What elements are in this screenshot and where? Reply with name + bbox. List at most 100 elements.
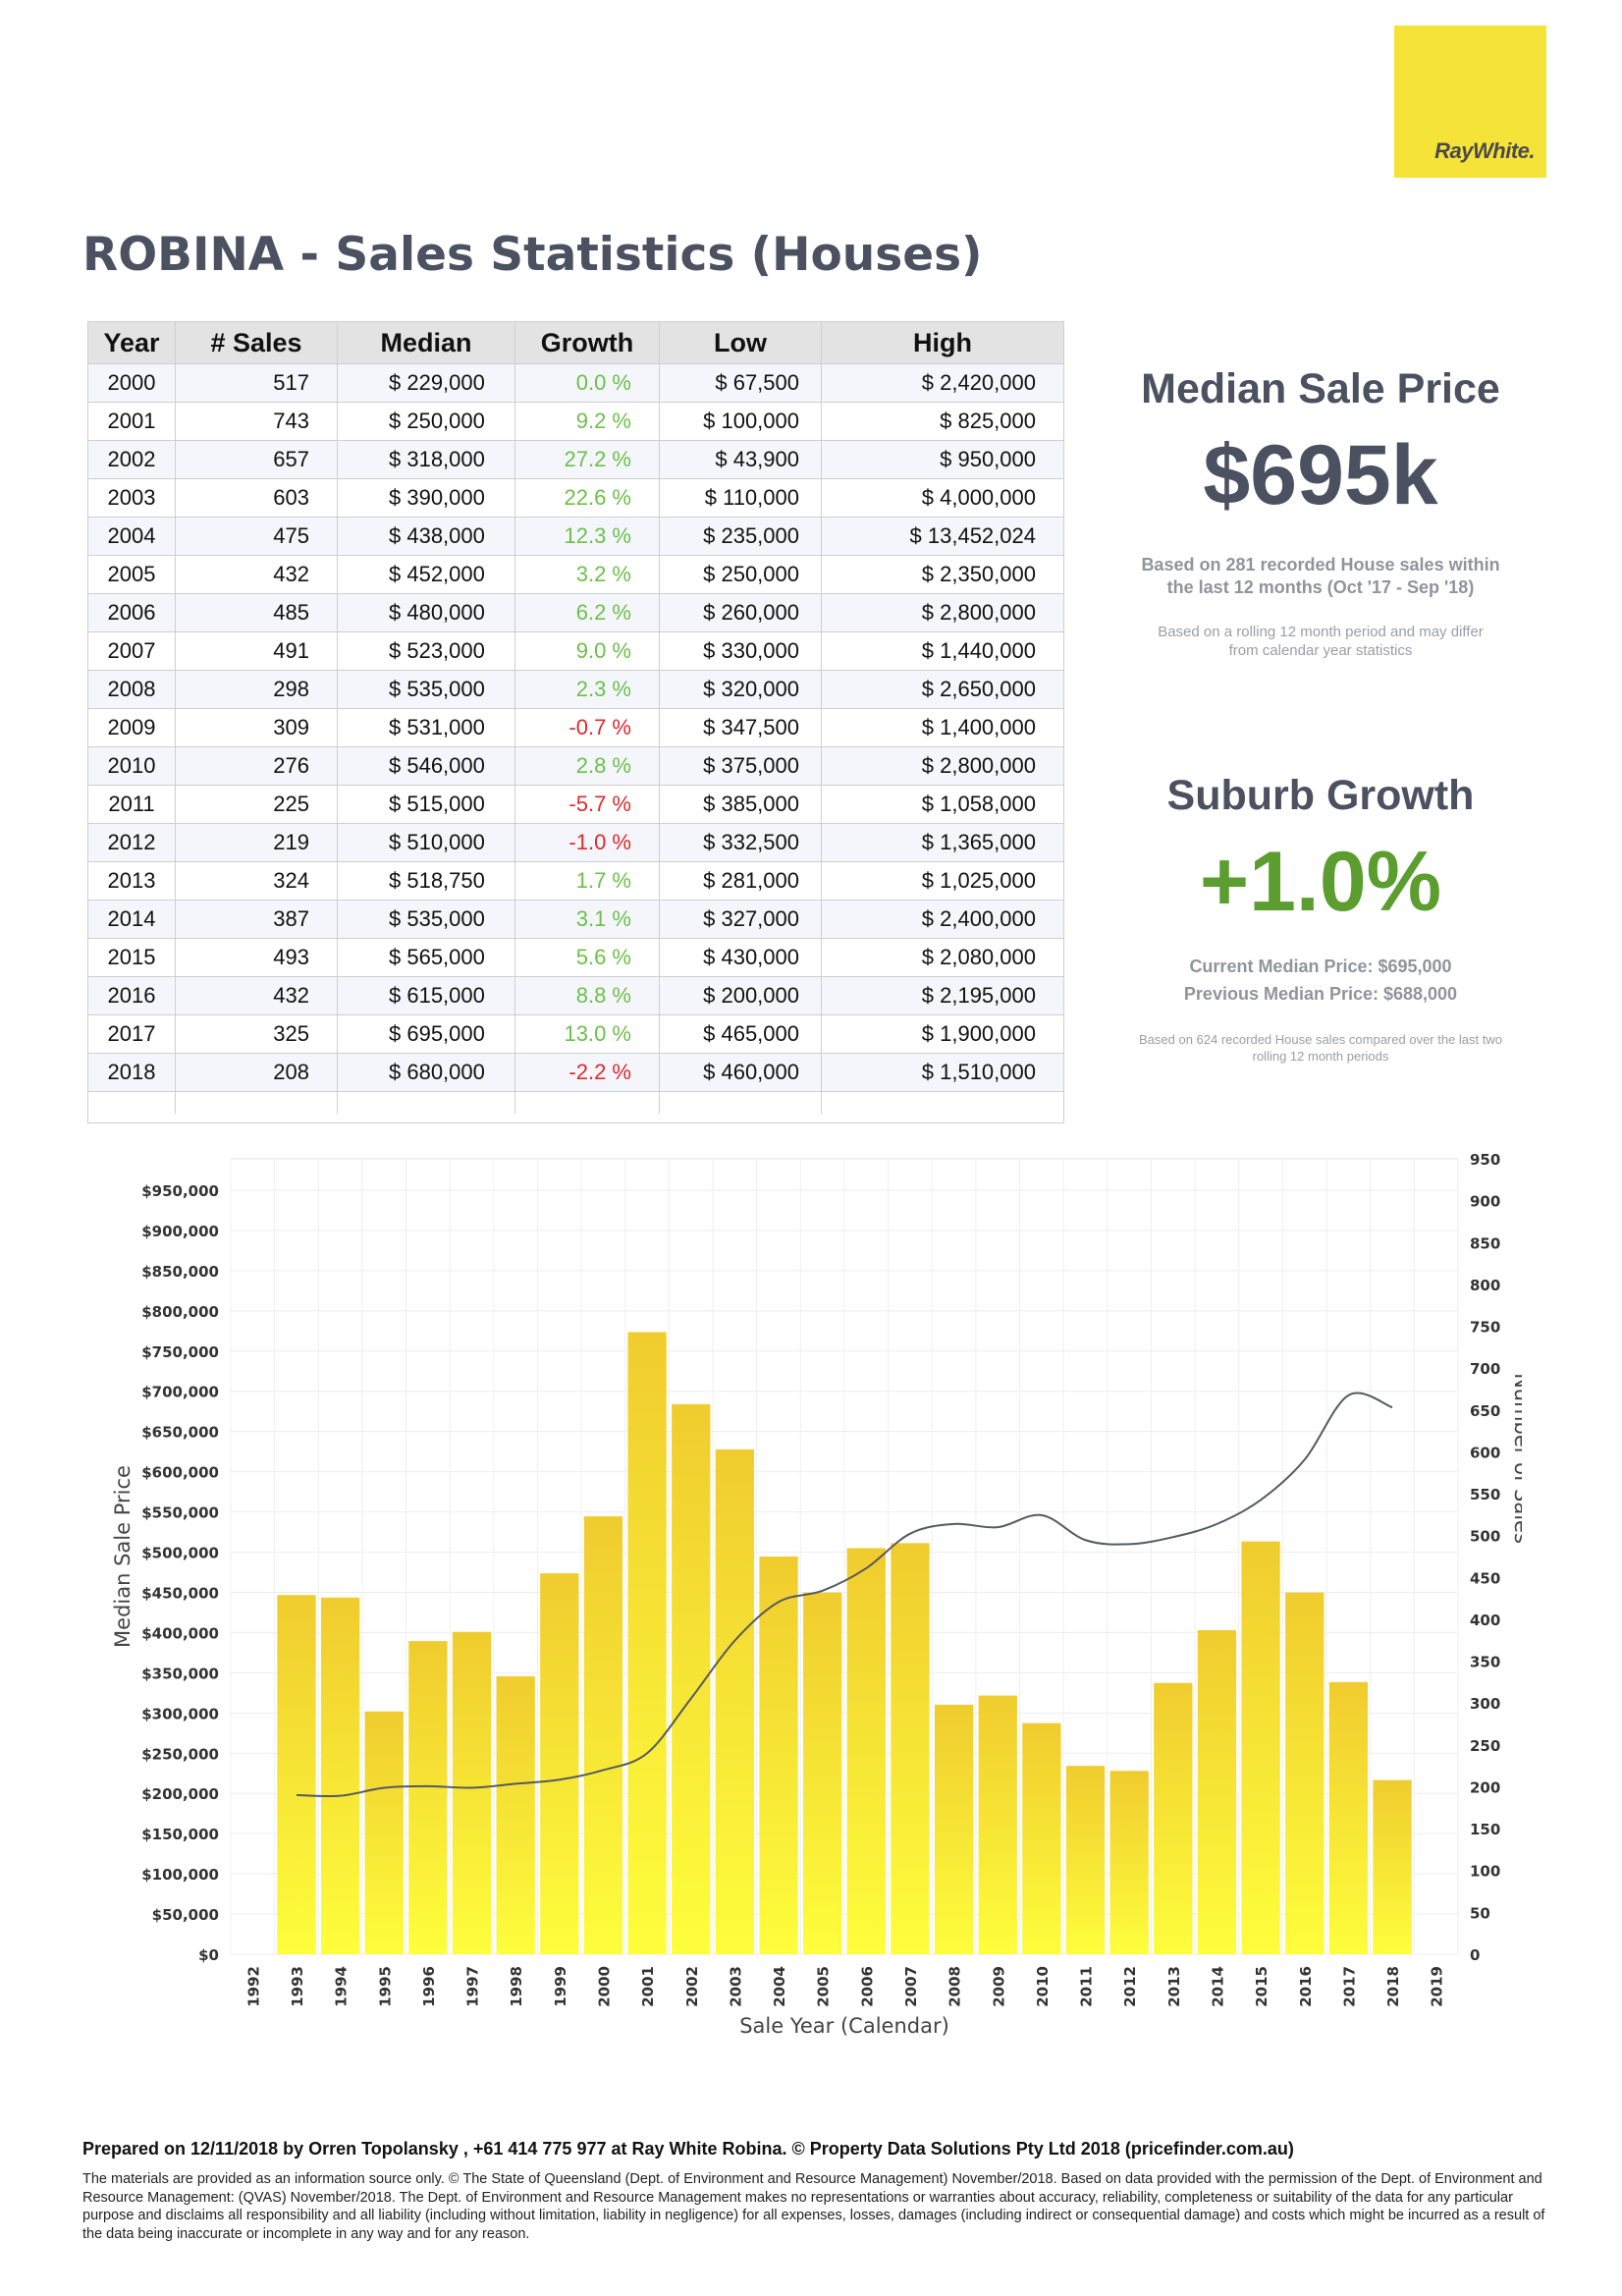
x-tick-label: 2000	[595, 1966, 613, 2007]
y2-tick-label: 600	[1470, 1444, 1500, 1461]
y-tick-label: $550,000	[141, 1504, 219, 1522]
sales-bar	[978, 1695, 1017, 1954]
y2-tick-label: 650	[1470, 1402, 1500, 1420]
y2-tick-label: 0	[1470, 1946, 1480, 1964]
sales-bar	[891, 1543, 930, 1954]
cell-year: 2010	[88, 746, 176, 786]
cell-sales: 475	[175, 517, 338, 556]
cell-low: $ 330,000	[659, 631, 822, 671]
sales-bar	[408, 1641, 448, 1954]
cell-high: $ 2,420,000	[821, 363, 1063, 403]
cell-median: $ 318,000	[337, 440, 515, 479]
sales-bar	[540, 1573, 579, 1954]
y2-tick-label: 50	[1470, 1904, 1490, 1922]
x-tick-label: 2006	[858, 1966, 876, 2007]
table-row: 2006 485 $ 480,000 6.2 % $ 260,000 $ 2,800,00…	[88, 593, 1063, 632]
y2-tick-label: 200	[1470, 1778, 1500, 1796]
cell-sales: 276	[175, 746, 338, 786]
cell-high: $ 1,400,000	[821, 708, 1063, 747]
growth-tiny-line2: rolling 12 month periods	[1252, 1049, 1389, 1064]
table-row: 2005 432 $ 452,000 3.2 % $ 250,000 $ 2,350,00…	[88, 555, 1063, 594]
y-tick-label: $150,000	[141, 1826, 219, 1843]
cell-sales: 491	[175, 631, 338, 671]
cell-low: $ 385,000	[659, 785, 822, 824]
sales-bar	[583, 1516, 623, 1954]
y2-tick-label: 850	[1470, 1234, 1500, 1252]
previous-median-price: Previous Median Price: $688,000	[1183, 984, 1458, 1004]
y-tick-label: $800,000	[141, 1303, 219, 1321]
table-row: 2003 603 $ 390,000 22.6 % $ 110,000 $ 4,000,0…	[88, 478, 1063, 518]
cell-high: $ 13,452,024	[821, 517, 1063, 556]
y2-tick-label: 500	[1470, 1528, 1500, 1546]
sales-bar	[1373, 1779, 1412, 1954]
cell-year: 2018	[88, 1053, 176, 1092]
cell-median: $ 680,000	[337, 1053, 515, 1092]
table-row: 2011 225 $ 515,000 -5.7 % $ 385,000 $ 1,058,0…	[88, 785, 1063, 824]
y-tick-label: $300,000	[141, 1705, 219, 1722]
chart-y2-axis-label: Number of Sales	[1510, 1373, 1522, 1544]
cell-sales: 432	[175, 555, 338, 594]
cell-low: $ 43,900	[659, 440, 822, 479]
table-row: 2008 298 $ 535,000 2.3 % $ 320,000 $ 2,650,00…	[88, 670, 1063, 709]
sales-bar	[672, 1403, 711, 1954]
y-tick-label: $250,000	[141, 1745, 219, 1763]
column-header-median: Median	[337, 322, 515, 364]
table-row: 2001 743 $ 250,000 9.2 % $ 100,000 $ 825,000	[88, 402, 1063, 441]
cell-median: $ 523,000	[337, 631, 515, 671]
cell-year: 2003	[88, 478, 176, 518]
x-tick-label: 1993	[289, 1966, 306, 2007]
cell-growth: 3.2 %	[514, 555, 660, 594]
cell-growth: -0.7 %	[514, 708, 660, 747]
logo-text: RayWhite.	[1434, 138, 1535, 163]
cell-year: 2011	[88, 785, 176, 824]
x-tick-label: 1992	[244, 1966, 262, 2007]
cell-year: 2016	[88, 976, 176, 1015]
table-row: 2002 657 $ 318,000 27.2 % $ 43,900 $ 950,000	[88, 440, 1063, 479]
cell-low: $ 320,000	[659, 670, 822, 709]
cell-growth: 5.6 %	[514, 938, 660, 977]
y-tick-label: $850,000	[141, 1263, 219, 1281]
cell-growth: -1.0 %	[514, 823, 660, 862]
cell-sales: 493	[175, 938, 338, 977]
x-tick-label: 2013	[1165, 1966, 1183, 2007]
x-tick-label: 2018	[1384, 1966, 1402, 2007]
x-tick-label: 2007	[902, 1966, 920, 2007]
empty-cell	[514, 1091, 660, 1114]
cell-year: 2012	[88, 823, 176, 862]
cell-high: $ 2,800,000	[821, 746, 1063, 786]
empty-cell	[175, 1091, 338, 1114]
chart-y-axis-label: Median Sale Price	[111, 1465, 135, 1648]
y-tick-label: $200,000	[141, 1785, 219, 1803]
median-sale-price-panel: Median Sale Price $695k Based on 281 rec…	[1109, 365, 1532, 660]
cell-median: $ 535,000	[337, 900, 515, 939]
cell-median: $ 695,000	[337, 1014, 515, 1054]
cell-median: $ 546,000	[337, 746, 515, 786]
column-header-low: Low	[659, 322, 822, 364]
suburb-growth-value: +1.0%	[1199, 835, 1442, 929]
cell-high: $ 4,000,000	[821, 478, 1063, 518]
cell-sales: 485	[175, 593, 338, 632]
table-row: 2015 493 $ 565,000 5.6 % $ 430,000 $ 2,080,00…	[88, 938, 1063, 977]
cell-median: $ 229,000	[337, 363, 515, 403]
x-tick-label: 2003	[727, 1966, 744, 2007]
chart-median-line	[296, 1392, 1393, 1798]
x-tick-label: 1998	[508, 1966, 525, 2007]
y2-tick-label: 800	[1470, 1277, 1500, 1294]
y-tick-label: $350,000	[141, 1665, 219, 1682]
cell-median: $ 518,750	[337, 861, 515, 901]
growth-tiny-line1: Based on 624 recorded House sales compar…	[1139, 1032, 1502, 1047]
chart-x-axis-label: Sale Year (Calendar)	[739, 2014, 949, 2038]
cell-low: $ 375,000	[659, 746, 822, 786]
cell-low: $ 67,500	[659, 363, 822, 403]
table-header-row: Year # Sales Median Growth Low High	[88, 322, 1063, 364]
x-tick-label: 2016	[1297, 1966, 1315, 2007]
y2-tick-label: 750	[1470, 1319, 1500, 1337]
cell-high: $ 2,195,000	[821, 976, 1063, 1015]
x-tick-label: 2012	[1121, 1966, 1139, 2007]
cell-low: $ 235,000	[659, 517, 822, 556]
x-tick-label: 1996	[420, 1966, 438, 2007]
cell-sales: 298	[175, 670, 338, 709]
table-row: 2009 309 $ 531,000 -0.7 % $ 347,500 $ 1,400,0…	[88, 708, 1063, 747]
y-tick-label: $750,000	[141, 1343, 219, 1361]
y2-tick-label: 450	[1470, 1569, 1500, 1587]
